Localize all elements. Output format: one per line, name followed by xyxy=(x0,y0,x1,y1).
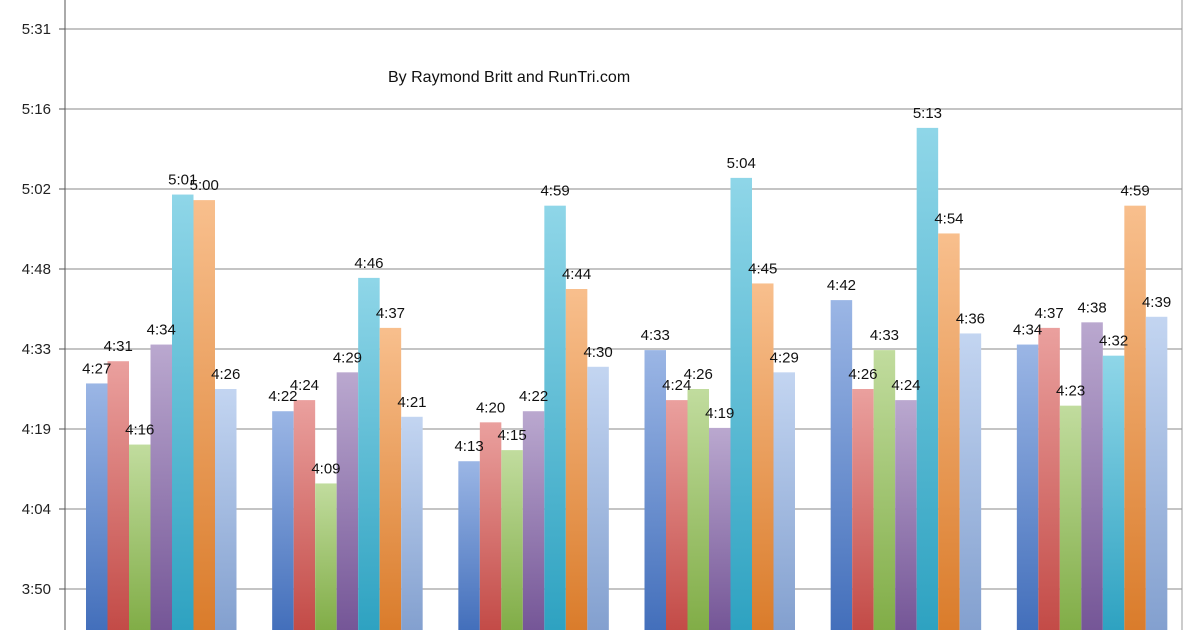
bar xyxy=(544,205,566,630)
data-label: 4:26 xyxy=(684,366,713,383)
bar xyxy=(501,450,523,630)
bar xyxy=(1081,322,1103,630)
bar xyxy=(293,400,316,630)
bar xyxy=(916,127,939,630)
bar xyxy=(86,383,108,630)
data-label: 4:32 xyxy=(1099,333,1128,350)
data-label: 4:54 xyxy=(934,210,963,227)
data-label: 4:24 xyxy=(662,377,691,394)
data-label: 4:13 xyxy=(454,438,483,455)
data-label: 4:45 xyxy=(748,260,777,277)
bar xyxy=(272,411,294,630)
bar xyxy=(830,300,853,630)
bar xyxy=(730,177,752,630)
data-label: 4:21 xyxy=(397,394,426,411)
data-label: 4:22 xyxy=(268,388,297,405)
data-label: 4:16 xyxy=(125,422,154,439)
y-tick-label: 3:50 xyxy=(22,581,51,598)
bar xyxy=(379,327,402,630)
y-tick-label: 5:02 xyxy=(22,181,51,198)
bar xyxy=(215,389,237,630)
bar xyxy=(129,444,151,630)
data-label: 4:24 xyxy=(891,377,920,394)
bar xyxy=(873,350,896,630)
data-label: 4:42 xyxy=(827,277,856,294)
data-label: 4:34 xyxy=(1013,322,1042,339)
data-label: 4:27 xyxy=(82,360,111,377)
data-label: 4:37 xyxy=(1034,305,1063,322)
bar xyxy=(1059,405,1082,630)
bar xyxy=(1016,344,1039,630)
bar-layer xyxy=(86,127,1168,630)
data-label: 5:00 xyxy=(190,177,219,194)
y-tick-label: 4:19 xyxy=(22,421,51,438)
bar xyxy=(565,289,588,630)
bar xyxy=(1145,316,1168,630)
chart-subtitle: By Raymond Britt and RunTri.com xyxy=(388,69,630,86)
data-label: 4:39 xyxy=(1142,294,1171,311)
data-label: 4:30 xyxy=(583,344,612,361)
bar xyxy=(709,427,731,630)
data-label: 4:36 xyxy=(956,310,985,327)
data-label: 4:33 xyxy=(870,327,899,344)
bar xyxy=(479,422,502,630)
data-label: 4:26 xyxy=(211,366,240,383)
bar xyxy=(852,389,874,630)
data-label: 4:23 xyxy=(1056,383,1085,400)
bar xyxy=(336,372,359,630)
data-label: 4:19 xyxy=(705,405,734,422)
data-label: 4:24 xyxy=(290,377,319,394)
data-label: 4:22 xyxy=(519,388,548,405)
bar xyxy=(172,194,194,630)
y-tick-label: 4:33 xyxy=(22,341,51,358)
bar xyxy=(315,483,337,630)
label-layer: 4:274:314:164:345:015:004:264:224:244:09… xyxy=(82,105,1171,478)
y-tick-label: 5:31 xyxy=(22,21,51,38)
bar xyxy=(1124,205,1146,630)
data-label: 4:46 xyxy=(354,255,383,272)
data-label: 4:44 xyxy=(562,266,591,283)
data-label: 4:59 xyxy=(1120,183,1149,200)
bar xyxy=(458,461,480,630)
bar xyxy=(959,333,982,630)
data-label: 4:09 xyxy=(311,460,340,477)
bar xyxy=(644,350,666,630)
bar xyxy=(687,389,709,630)
data-label: 4:33 xyxy=(641,327,670,344)
bar xyxy=(150,344,172,630)
data-label: 4:29 xyxy=(770,349,799,366)
bar xyxy=(1038,327,1060,630)
bar xyxy=(587,366,609,630)
data-label: 4:31 xyxy=(104,338,133,355)
data-label: 4:59 xyxy=(540,183,569,200)
bar xyxy=(752,283,774,630)
data-label: 4:20 xyxy=(476,399,505,416)
data-label: 4:38 xyxy=(1077,299,1106,316)
bar xyxy=(358,277,380,630)
data-label: 5:04 xyxy=(727,155,756,172)
bar xyxy=(1102,355,1125,630)
data-label: 4:15 xyxy=(497,427,526,444)
bar xyxy=(401,416,423,630)
bar xyxy=(895,400,917,630)
data-label: 5:01 xyxy=(168,172,197,189)
bar xyxy=(193,200,215,630)
y-tick-label: 5:16 xyxy=(22,101,51,118)
axis-layer: 3:50 4:04 4:19 4:33 4:48 5:02 5:16 5:31 xyxy=(22,0,1183,630)
bar xyxy=(666,400,688,630)
grid-layer xyxy=(65,28,1182,590)
bar xyxy=(522,411,545,630)
data-label: 4:29 xyxy=(333,349,362,366)
data-label: 5:13 xyxy=(913,105,942,122)
y-tick-label: 4:04 xyxy=(22,501,51,518)
bar xyxy=(107,361,129,630)
y-tick-label: 4:48 xyxy=(22,261,51,278)
data-label: 4:34 xyxy=(147,322,176,339)
data-label: 4:26 xyxy=(848,366,877,383)
bar xyxy=(938,233,960,630)
bar xyxy=(773,372,795,630)
data-label: 4:37 xyxy=(376,305,405,322)
